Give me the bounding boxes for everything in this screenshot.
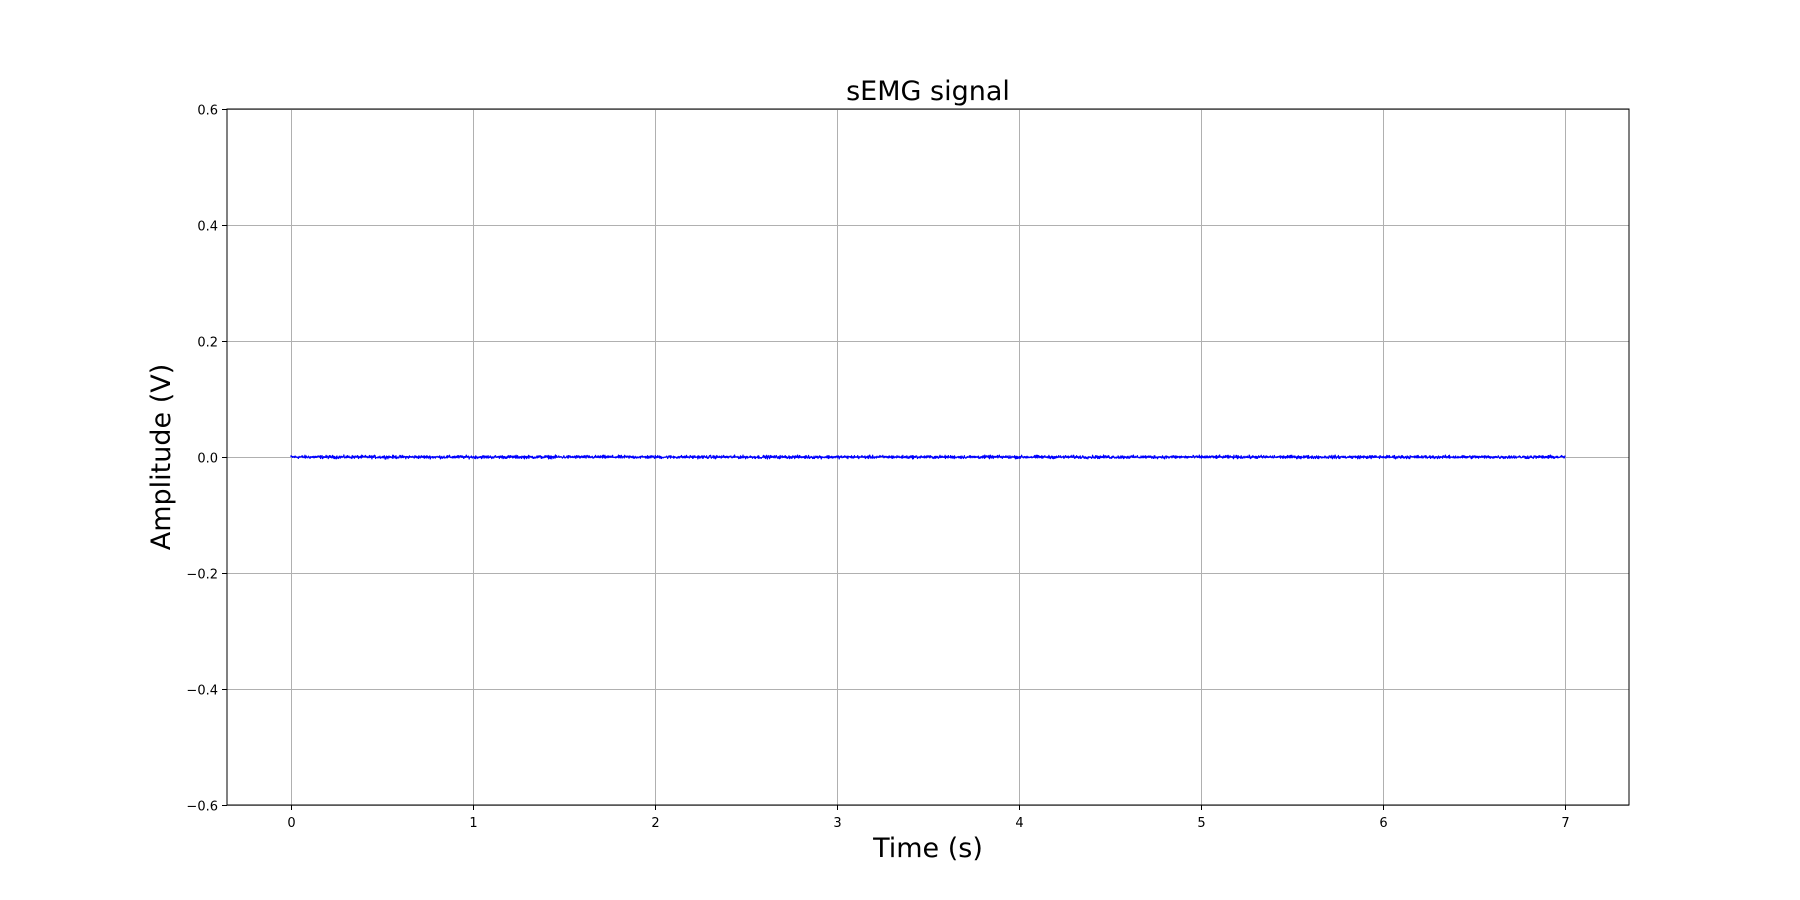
y-tick-label: 0.2 [197,336,218,351]
x-tick-label: 5 [1197,816,1205,831]
y-tick-label: 0.4 [197,220,218,235]
y-tick-label: −0.6 [186,800,218,815]
x-tick-label: 6 [1379,816,1387,831]
y-tick-label: 0.0 [197,452,218,467]
tick-layer: 0 1 2 3 4 5 6 7 −0.6 −0.4 −0.2 0.0 0.2 0.4 0.6 [186,104,1569,832]
chart-title: sEMG signal [846,76,1010,107]
x-tick-label: 4 [1015,816,1023,831]
y-tick-label: −0.2 [186,568,218,583]
x-tick-label: 1 [469,816,477,831]
y-tick-label: 0.6 [197,104,218,119]
x-tick-label: 0 [287,816,295,831]
x-axis-label: Time (s) [872,833,983,864]
x-tick-label: 2 [651,816,659,831]
x-tick-label: 7 [1561,816,1569,831]
series-layer [290,454,1566,460]
signal-line [290,454,1566,460]
x-tick-label: 3 [833,816,841,831]
y-axis-label: Amplitude (V) [146,364,177,550]
y-tick-label: −0.4 [186,684,218,699]
